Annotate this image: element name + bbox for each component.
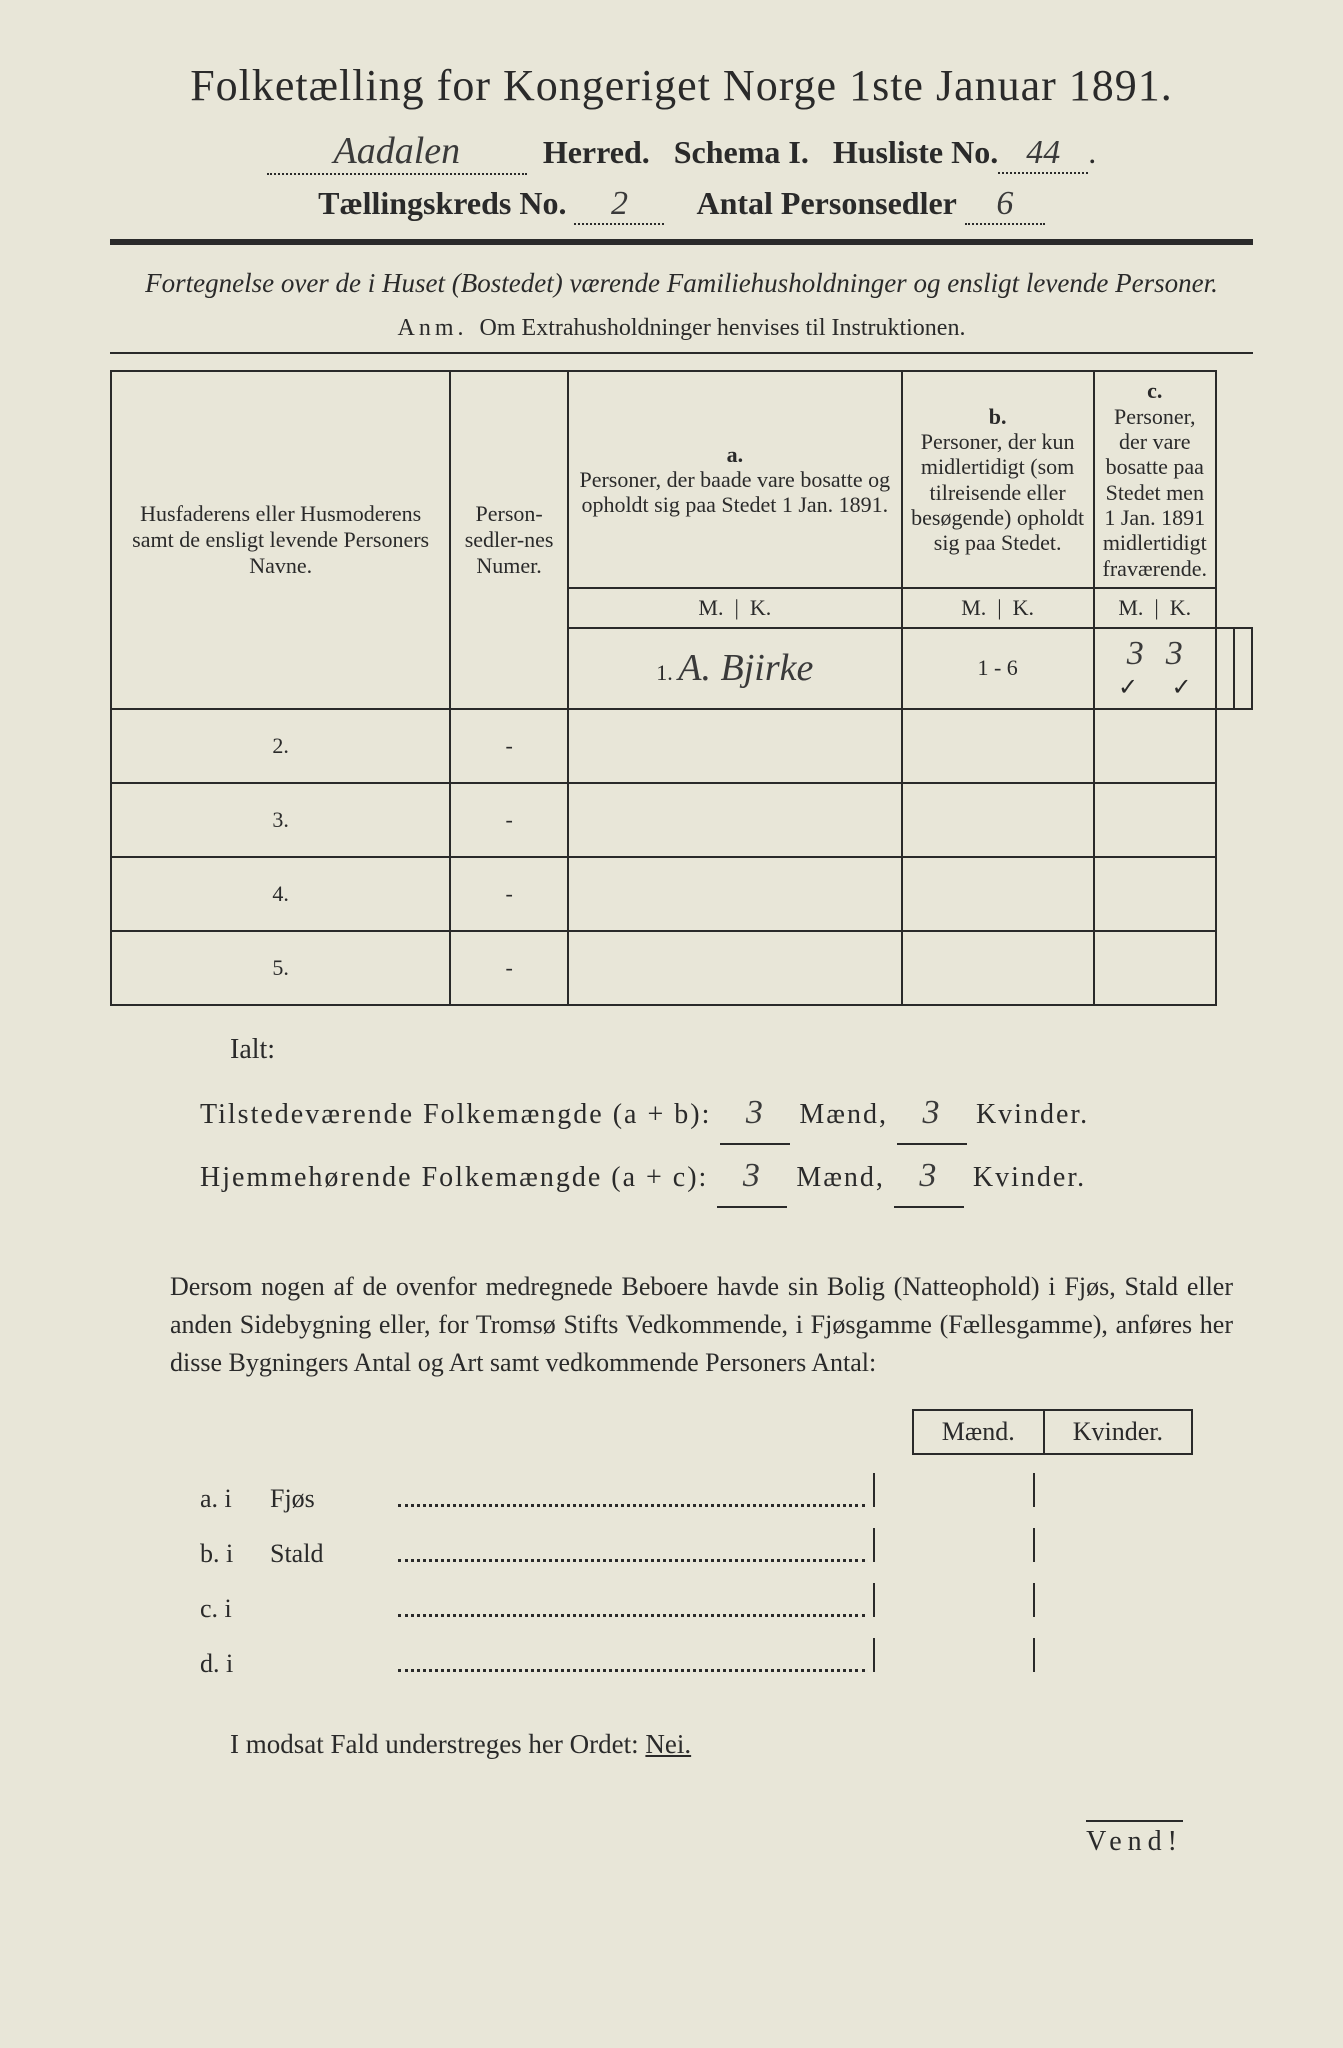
- kvinder-col: Kvinder.: [1043, 1409, 1193, 1455]
- list-item: d. i: [200, 1638, 1193, 1679]
- schema-label: Schema I.: [674, 134, 809, 170]
- divider: [110, 352, 1253, 354]
- anm-line: Anm. Om Extrahusholdninger henvises til …: [110, 315, 1253, 342]
- col-num-header: Person-sedler-nes Numer.: [450, 371, 568, 708]
- check-marks: ✓ ✓: [1103, 673, 1207, 702]
- antal-value: 6: [965, 185, 1045, 225]
- hjemme-line: Hjemmehørende Folkemængde (a + c): 3 Mæn…: [200, 1145, 1253, 1208]
- col-b-header: b. Personer, der kun midlertidigt (som t…: [902, 371, 1094, 587]
- household-table: Husfaderens eller Husmoderens samt de en…: [110, 370, 1253, 1005]
- anm-label: Anm.: [398, 315, 468, 341]
- ialt-label: Ialt:: [230, 1034, 1253, 1066]
- divider: [110, 239, 1253, 245]
- header-line-1: Aadalen Herred. Schema I. Husliste No.44…: [110, 129, 1253, 175]
- antal-label: Antal Personsedler: [696, 185, 956, 221]
- col-b-m: M. | K.: [902, 588, 1094, 628]
- kreds-label: Tællingskreds No.: [318, 185, 566, 221]
- herred-value: Aadalen: [267, 129, 527, 175]
- row-name: 1. A. Bjirke: [568, 628, 902, 709]
- col-a-m: M. | K.: [568, 588, 902, 628]
- header-line-2: Tællingskreds No. 2 Antal Personsedler 6: [110, 185, 1253, 225]
- col-a-header: a. Personer, der baade vare bosatte og o…: [568, 371, 902, 587]
- nei-word: Nei.: [645, 1729, 691, 1759]
- kreds-value: 2: [574, 185, 664, 225]
- husliste-label: Husliste No.: [833, 134, 998, 170]
- totals-block: Tilstedeværende Folkemængde (a + b): 3 M…: [200, 1082, 1253, 1208]
- table-row: 3. -: [111, 783, 1252, 857]
- list-item: a. i Fjøs: [200, 1473, 1193, 1514]
- row-b: [1216, 628, 1234, 709]
- list-item: b. i Stald: [200, 1528, 1193, 1569]
- row-c: [1234, 628, 1252, 709]
- table-row: 5. -: [111, 931, 1252, 1005]
- row-a: 3 3 ✓ ✓: [1094, 628, 1216, 709]
- building-paragraph: Dersom nogen af de ovenfor medregnede Be…: [170, 1268, 1233, 1381]
- tilstede-line: Tilstedeværende Folkemængde (a + b): 3 M…: [200, 1082, 1253, 1145]
- table-row: 2. -: [111, 709, 1252, 783]
- col-name-header: Husfaderens eller Husmoderens samt de en…: [111, 371, 450, 708]
- mk-header: Mænd. Kvinder.: [110, 1409, 1193, 1455]
- anm-text: Om Extrahusholdninger henvises til Instr…: [480, 315, 966, 341]
- row-num: 1 - 6: [902, 628, 1094, 709]
- table-row: 4. -: [111, 857, 1252, 931]
- nei-line: I modsat Fald understreges her Ordet: Ne…: [230, 1729, 1253, 1760]
- vend-label: Vend!: [1086, 1820, 1183, 1858]
- census-form: Folketælling for Kongeriget Norge 1ste J…: [110, 60, 1253, 1760]
- page-title: Folketælling for Kongeriget Norge 1ste J…: [110, 60, 1253, 111]
- col-c-header: c. Personer, der vare bosatte paa Stedet…: [1094, 371, 1216, 587]
- list-item: c. i: [200, 1583, 1193, 1624]
- maend-col: Mænd.: [912, 1409, 1043, 1455]
- intro-text: Fortegnelse over de i Huset (Bostedet) v…: [110, 265, 1253, 301]
- building-list: a. i Fjøs b. i Stald c. i d. i: [200, 1473, 1193, 1679]
- herred-label: Herred.: [543, 134, 650, 170]
- husliste-value: 44: [998, 134, 1088, 174]
- col-c-m: M. | K.: [1094, 588, 1216, 628]
